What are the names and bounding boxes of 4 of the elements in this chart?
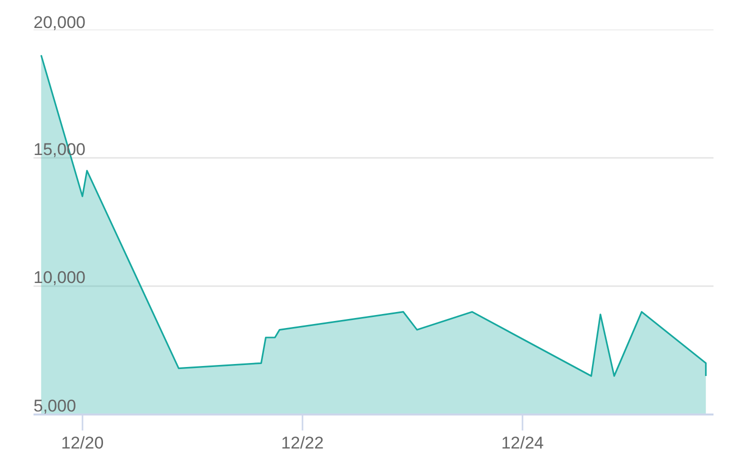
x-tick-label: 12/22 (281, 434, 324, 452)
y-tick-label: 20,000 (34, 13, 86, 32)
x-tick-label: 12/20 (61, 434, 104, 452)
x-tick-label: 12/24 (501, 434, 544, 452)
